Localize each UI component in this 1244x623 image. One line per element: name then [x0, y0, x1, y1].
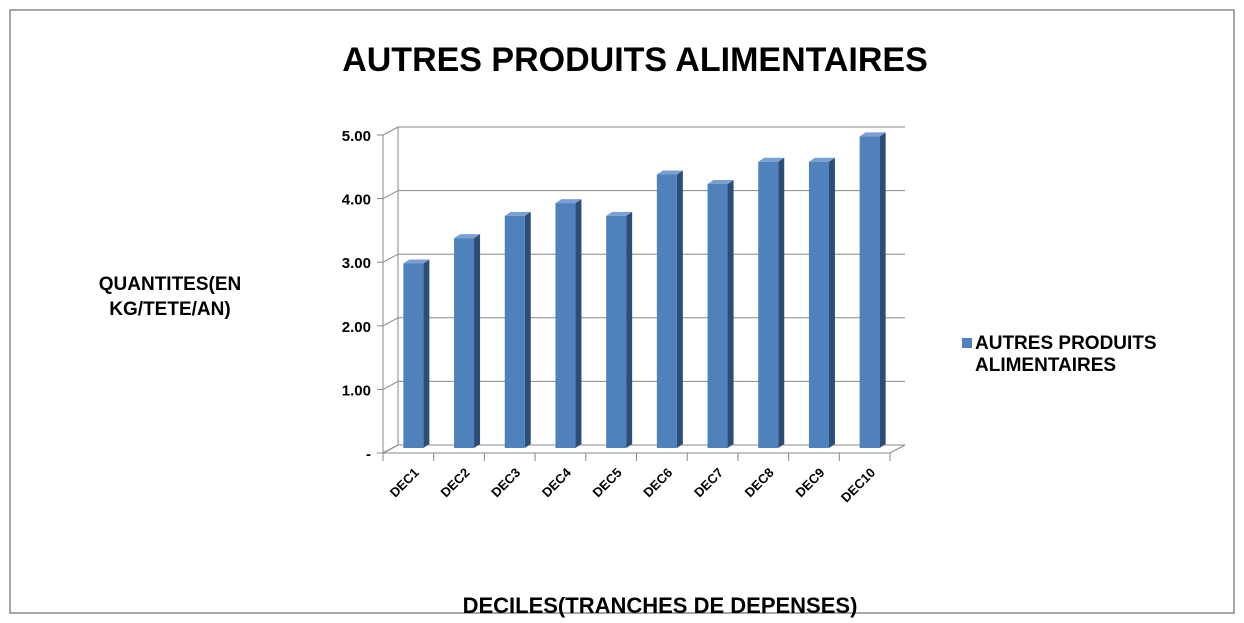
bar-side: [828, 157, 835, 449]
grid-line: [382, 126, 905, 136]
bar-side: [474, 234, 481, 448]
bar-top: [707, 180, 734, 185]
bar-top: [808, 157, 835, 162]
bar-top: [403, 259, 430, 264]
chart-title: AUTRES PRODUITS ALIMENTAIRES: [342, 41, 928, 79]
bar: [606, 211, 633, 448]
bar-side: [778, 157, 785, 449]
y-tick-label: 5.00: [342, 128, 371, 145]
bar-top: [656, 170, 683, 175]
bar-front: [454, 238, 475, 448]
bar-side: [879, 132, 886, 449]
bar: [403, 259, 430, 448]
bar-top: [504, 211, 531, 216]
bar-side: [575, 199, 582, 448]
bar-side: [626, 211, 633, 448]
bar-top: [454, 234, 481, 239]
y-axis-title: QUANTITES(EN KG/TETE/AN): [98, 274, 242, 320]
grid-line: [382, 190, 905, 200]
bar-top: [758, 157, 785, 162]
legend-label: AUTRES PRODUITS ALIMENTAIRES: [975, 333, 1157, 376]
grid-line: [382, 317, 905, 327]
y-tick-label: -: [366, 446, 371, 463]
bar-front: [403, 263, 424, 448]
y-tick-label: 1.00: [342, 382, 371, 399]
bar: [656, 170, 683, 448]
bar: [758, 157, 785, 449]
bar: [808, 157, 835, 449]
bar-side: [727, 180, 734, 448]
bar-side: [676, 170, 683, 448]
bar: [859, 132, 886, 449]
bar-front: [859, 136, 880, 449]
bar: [454, 234, 481, 448]
bar-front: [504, 215, 525, 448]
bar: [504, 211, 531, 448]
x-axis-title: DECILES(TRANCHES DE DEPENSES): [463, 593, 858, 618]
y-tick-label: 2.00: [342, 319, 371, 336]
bar-front: [707, 184, 728, 448]
y-tick-label: 3.00: [342, 255, 371, 272]
legend-swatch: [962, 338, 972, 348]
bar-front: [555, 203, 576, 448]
y-tick-label: 4.00: [342, 192, 371, 209]
bar-side: [524, 211, 531, 448]
grid-line: [382, 253, 905, 263]
bar-front: [758, 161, 779, 449]
bar-side: [423, 259, 430, 448]
bar-top: [859, 132, 886, 137]
bar: [555, 199, 582, 448]
bar-top: [606, 211, 633, 216]
bar: [707, 180, 734, 448]
bar-front: [808, 161, 829, 449]
grid-line: [382, 444, 905, 454]
bar-front: [606, 215, 627, 448]
grid-line: [382, 380, 905, 390]
bar-top: [555, 199, 582, 204]
bar-front: [656, 174, 677, 448]
